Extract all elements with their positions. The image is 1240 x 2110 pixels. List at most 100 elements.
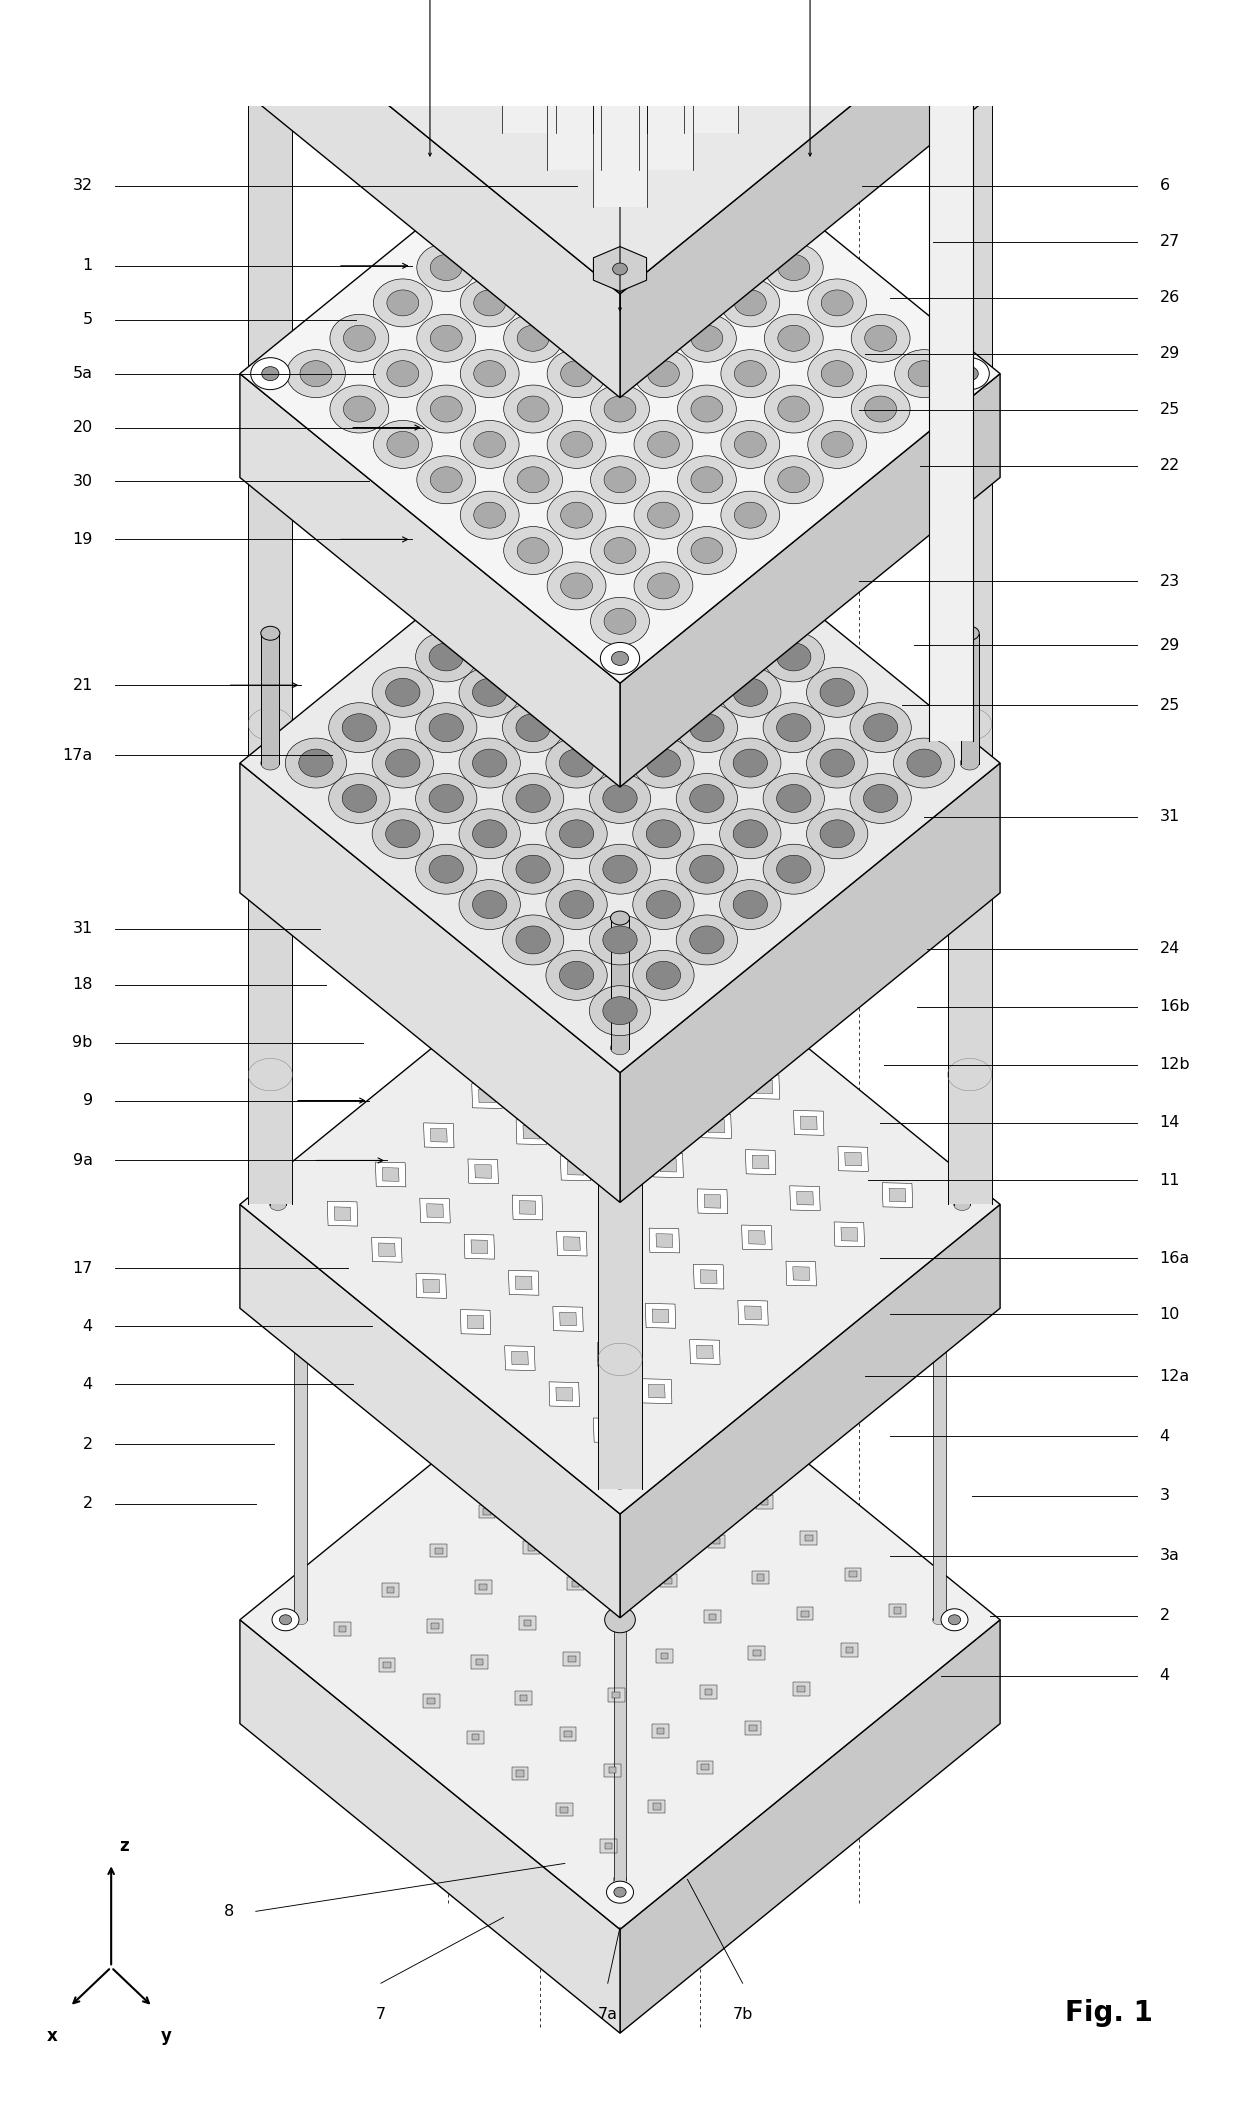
Polygon shape (553, 1306, 583, 1331)
Ellipse shape (806, 667, 868, 717)
Ellipse shape (611, 1399, 629, 1412)
Polygon shape (294, 1283, 308, 1620)
Ellipse shape (734, 502, 766, 528)
Ellipse shape (676, 844, 738, 895)
Ellipse shape (472, 821, 507, 848)
Polygon shape (471, 1654, 487, 1669)
Ellipse shape (603, 713, 637, 743)
Ellipse shape (719, 738, 781, 787)
Polygon shape (598, 1342, 627, 1367)
Polygon shape (378, 1243, 396, 1258)
Polygon shape (605, 1842, 613, 1848)
Polygon shape (430, 1129, 448, 1142)
Polygon shape (527, 1051, 543, 1063)
Text: 11: 11 (1159, 1173, 1180, 1188)
Polygon shape (456, 0, 510, 21)
Polygon shape (549, 1382, 579, 1407)
Ellipse shape (733, 608, 768, 635)
Ellipse shape (691, 538, 723, 563)
Polygon shape (641, 1378, 672, 1403)
Polygon shape (611, 1198, 629, 1211)
Ellipse shape (603, 855, 637, 884)
Polygon shape (423, 1694, 440, 1709)
Ellipse shape (733, 677, 768, 707)
Polygon shape (424, 1123, 454, 1148)
Polygon shape (239, 63, 1001, 684)
Polygon shape (753, 1156, 769, 1169)
Polygon shape (575, 1011, 591, 1025)
Polygon shape (656, 1650, 673, 1663)
Ellipse shape (415, 844, 477, 895)
Polygon shape (846, 1646, 853, 1652)
Polygon shape (660, 1574, 677, 1587)
Ellipse shape (764, 384, 823, 433)
Polygon shape (520, 1694, 527, 1701)
Ellipse shape (691, 397, 723, 422)
Text: 7a: 7a (598, 2007, 618, 2021)
Polygon shape (619, 1047, 636, 1061)
Polygon shape (657, 1728, 665, 1734)
Ellipse shape (632, 525, 694, 576)
Ellipse shape (764, 314, 823, 363)
Text: 14: 14 (1159, 1114, 1180, 1131)
Polygon shape (611, 1612, 629, 1627)
Polygon shape (894, 1608, 901, 1614)
Ellipse shape (502, 916, 564, 964)
Ellipse shape (604, 255, 636, 281)
Ellipse shape (516, 644, 551, 671)
Text: 25: 25 (1159, 698, 1179, 713)
Polygon shape (467, 1158, 498, 1184)
Ellipse shape (863, 713, 898, 743)
Ellipse shape (417, 384, 476, 433)
Polygon shape (372, 1236, 402, 1262)
Ellipse shape (329, 703, 391, 753)
Polygon shape (749, 1726, 756, 1730)
Ellipse shape (632, 880, 694, 931)
Ellipse shape (373, 420, 433, 468)
Ellipse shape (960, 755, 980, 770)
Ellipse shape (542, 13, 584, 49)
Text: 22: 22 (1159, 458, 1179, 473)
Polygon shape (460, 1310, 491, 1334)
Ellipse shape (611, 920, 629, 933)
Polygon shape (502, 0, 556, 133)
Text: 29: 29 (1159, 346, 1179, 361)
Ellipse shape (516, 926, 551, 954)
Ellipse shape (734, 430, 766, 458)
Polygon shape (239, 895, 1001, 1515)
Ellipse shape (474, 219, 506, 245)
Polygon shape (756, 1080, 773, 1093)
Ellipse shape (647, 148, 680, 175)
Ellipse shape (387, 361, 419, 386)
Ellipse shape (613, 264, 627, 274)
Ellipse shape (677, 173, 737, 222)
Text: 9a: 9a (73, 1152, 93, 1169)
Polygon shape (620, 764, 1001, 1203)
Ellipse shape (689, 926, 724, 954)
Ellipse shape (502, 844, 564, 895)
Polygon shape (639, 0, 693, 171)
Ellipse shape (502, 774, 564, 823)
Polygon shape (616, 966, 646, 992)
Text: 23: 23 (1159, 574, 1179, 589)
Ellipse shape (329, 774, 391, 823)
Ellipse shape (611, 1477, 629, 1490)
Ellipse shape (614, 1342, 626, 1353)
Polygon shape (649, 1800, 665, 1812)
Ellipse shape (415, 703, 477, 753)
Polygon shape (564, 1730, 572, 1737)
Ellipse shape (417, 456, 476, 504)
Polygon shape (456, 0, 510, 95)
Text: 27: 27 (1159, 234, 1179, 249)
Ellipse shape (474, 502, 506, 528)
Text: 9b: 9b (72, 1036, 93, 1051)
Polygon shape (932, 1283, 946, 1620)
Polygon shape (667, 1009, 684, 1021)
Ellipse shape (610, 912, 630, 924)
Polygon shape (476, 1658, 484, 1665)
Polygon shape (712, 1460, 728, 1473)
Ellipse shape (373, 279, 433, 327)
Polygon shape (704, 1610, 720, 1623)
Ellipse shape (807, 279, 867, 327)
Ellipse shape (849, 703, 911, 753)
